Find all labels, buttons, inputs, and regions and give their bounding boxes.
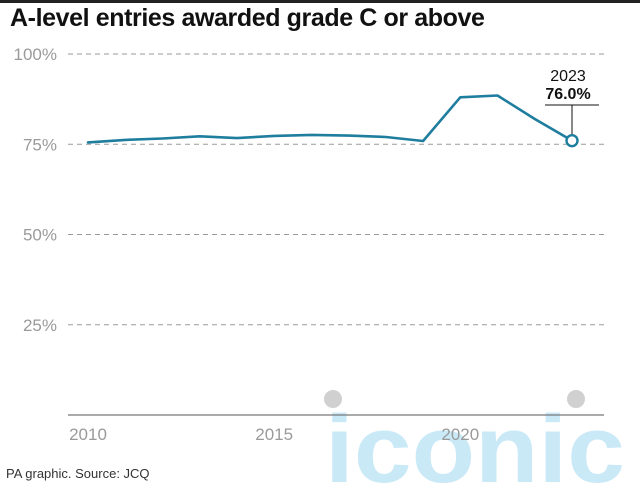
x-tick-label: 2015 <box>255 425 293 444</box>
grid-lines <box>68 53 604 326</box>
y-tick-label: 25% <box>23 316 57 335</box>
iconic-watermark: iconic <box>324 390 625 488</box>
watermark-text: iconic <box>325 396 625 488</box>
y-tick-label: 75% <box>23 135 57 154</box>
series <box>86 94 574 144</box>
series-line-0 <box>86 94 574 144</box>
y-tick-label: 100% <box>14 45 57 64</box>
chart-title: A-level entries awarded grade C or above <box>10 4 485 32</box>
watermark-dot-left <box>324 390 342 408</box>
x-tick-label: 2020 <box>441 425 479 444</box>
annotation-value: 76.0% <box>545 86 590 103</box>
y-tick-label: 50% <box>23 226 57 245</box>
y-axis-ticks: 100% 75% 50% 25% <box>14 45 57 335</box>
annotation-marker <box>565 133 579 148</box>
title-rule <box>0 0 640 3</box>
annotation-year: 2023 <box>550 68 586 85</box>
watermark-dot-right <box>567 390 585 408</box>
source-note: PA graphic. Source: JCQ <box>6 466 150 481</box>
annotation: 2023 76.0% <box>545 68 599 148</box>
x-axis-ticks: 2010 2015 2020 <box>69 425 479 444</box>
x-tick-label: 2010 <box>69 425 107 444</box>
